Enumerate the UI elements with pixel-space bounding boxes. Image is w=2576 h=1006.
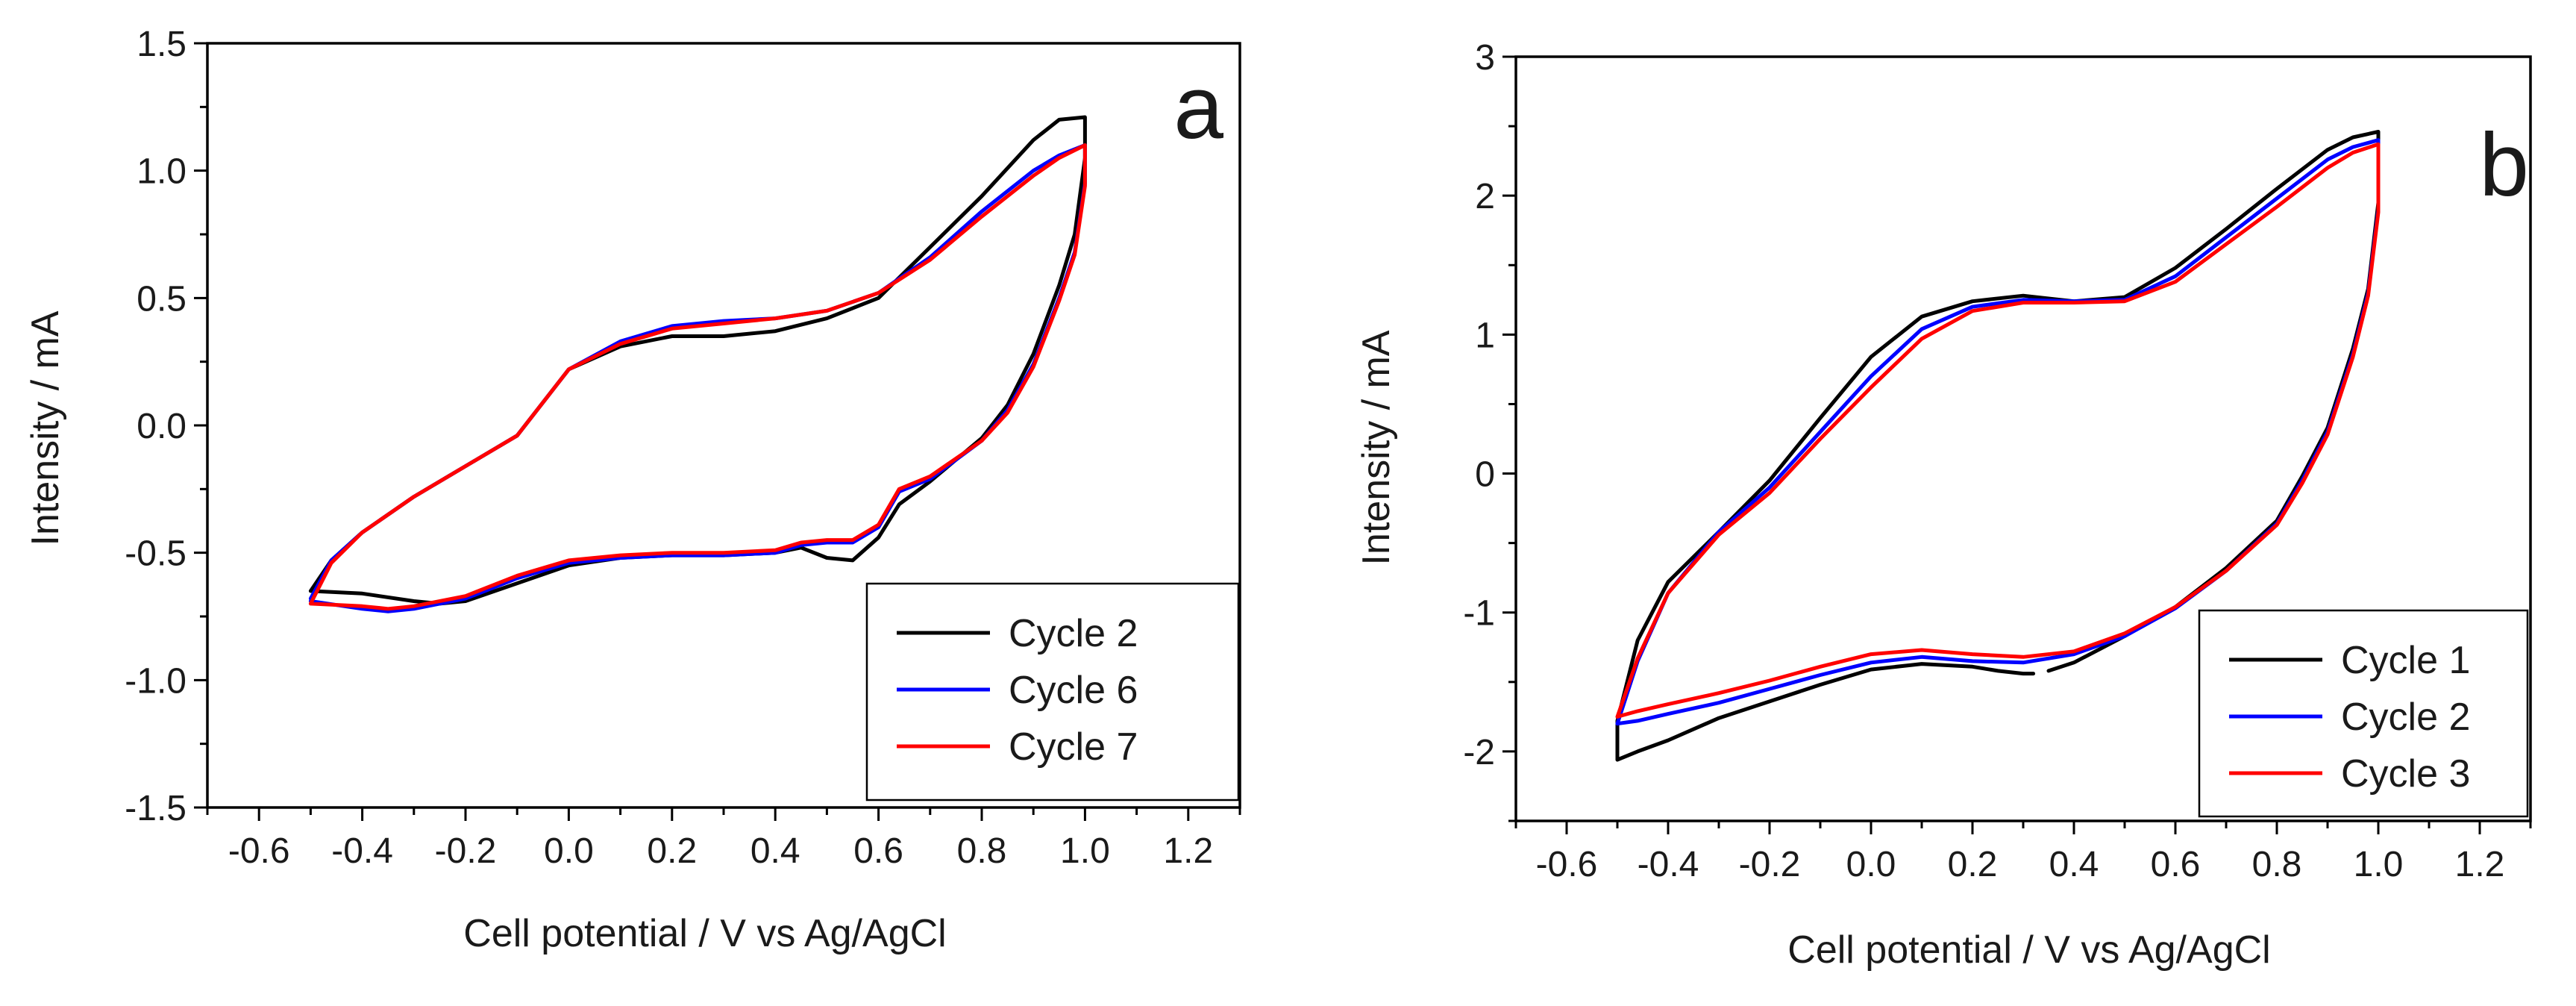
- panel-a-x-tick-label: 0.8: [957, 831, 1007, 871]
- panel-a-x-tick-label: 0.0: [544, 831, 594, 871]
- panel-b-x-tick-label: 0.4: [2049, 845, 2099, 884]
- panel-b-y-tick-label: 0: [1475, 455, 1495, 495]
- panel-b-x-tick-label: 0.8: [2252, 845, 2302, 884]
- panel-a-legend-label: Cycle 7: [1009, 725, 1138, 769]
- panel-a-y-tick-label: -1.0: [125, 661, 187, 701]
- panel-a-x-tick-label: 0.2: [647, 831, 697, 871]
- panel-a-series-line-cycle-7: [308, 143, 1087, 611]
- panel-b-x-tick-label: 0.6: [2151, 845, 2201, 884]
- panel-a-x-tick-label: -0.6: [228, 831, 290, 871]
- panel-b-y-tick-label: -1: [1463, 594, 1495, 634]
- panel-b-x-tick-label: -0.2: [1739, 845, 1801, 884]
- panel-b-y-tick-label: 2: [1475, 177, 1495, 216]
- panel-b: b Cell potential / V vs Ag/AgCl Intensit…: [1355, 38, 2532, 972]
- panel-a-legend-box: [865, 582, 1240, 802]
- panel-b-x-tick-label: 0.0: [1846, 845, 1896, 884]
- panel-a-y-tick-label: 0.0: [137, 407, 187, 446]
- panel-a-x-tick-label: -0.4: [331, 831, 393, 871]
- panel-a-x-axis-title: Cell potential / V vs Ag/AgCl: [463, 912, 946, 955]
- panel-a: a Cell potential / V vs Ag/AgCl Intensit…: [24, 25, 1241, 955]
- panel-b-y-tick-label: -2: [1463, 733, 1495, 772]
- panel-a-x-tick-label: -0.2: [435, 831, 497, 871]
- panel-b-y-tick-label: 1: [1475, 316, 1495, 355]
- panel-b-label: b: [2479, 115, 2529, 215]
- panel-b-y-axis-title: Intensity / mA: [1355, 330, 1398, 565]
- panel-b-legend-label: Cycle 2: [2341, 696, 2470, 739]
- panel-b-x-tick-label: 1.0: [2354, 845, 2404, 884]
- panel-b-series-line-cycle-1: [1615, 130, 2381, 762]
- panel-a-x-tick-label: 1.2: [1163, 831, 1213, 871]
- panel-a-y-axis-title: Intensity / mA: [24, 310, 67, 546]
- panel-a-x-tick-label: 1.0: [1060, 831, 1110, 871]
- panel-b-x-tick-label: -0.6: [1536, 845, 1598, 884]
- panel-b-x-axis-title: Cell potential / V vs Ag/AgCl: [1787, 928, 2270, 972]
- panel-a-y-tick-label: 1.0: [137, 152, 187, 192]
- panel-a-y-tick-label: 0.5: [137, 279, 187, 319]
- panel-a-x-tick-label: 0.4: [750, 831, 800, 871]
- panel-b-x-tick-label: 1.2: [2455, 845, 2505, 884]
- panel-a-label: a: [1173, 57, 1223, 157]
- panel-b-series-line-cycle-3: [1615, 142, 2381, 719]
- panel-b-legend-box: [2198, 609, 2529, 818]
- panel-b-legend-label: Cycle 1: [2341, 639, 2470, 682]
- panel-b-legend-label: Cycle 3: [2341, 752, 2470, 796]
- panel-a-y-tick-label: -1.5: [125, 789, 187, 828]
- panel-a-x-tick-label: 0.6: [853, 831, 903, 871]
- panel-a-legend-label: Cycle 6: [1009, 669, 1138, 712]
- panel-a-y-tick-label: 1.5: [137, 25, 187, 64]
- panel-a-y-tick-label: -0.5: [125, 534, 187, 574]
- panel-b-x-tick-label: 0.2: [1948, 845, 1998, 884]
- panel-b-x-tick-label: -0.4: [1638, 845, 1699, 884]
- panel-a-legend-label: Cycle 2: [1009, 612, 1138, 655]
- panel-b-y-tick-label: 3: [1475, 38, 1495, 78]
